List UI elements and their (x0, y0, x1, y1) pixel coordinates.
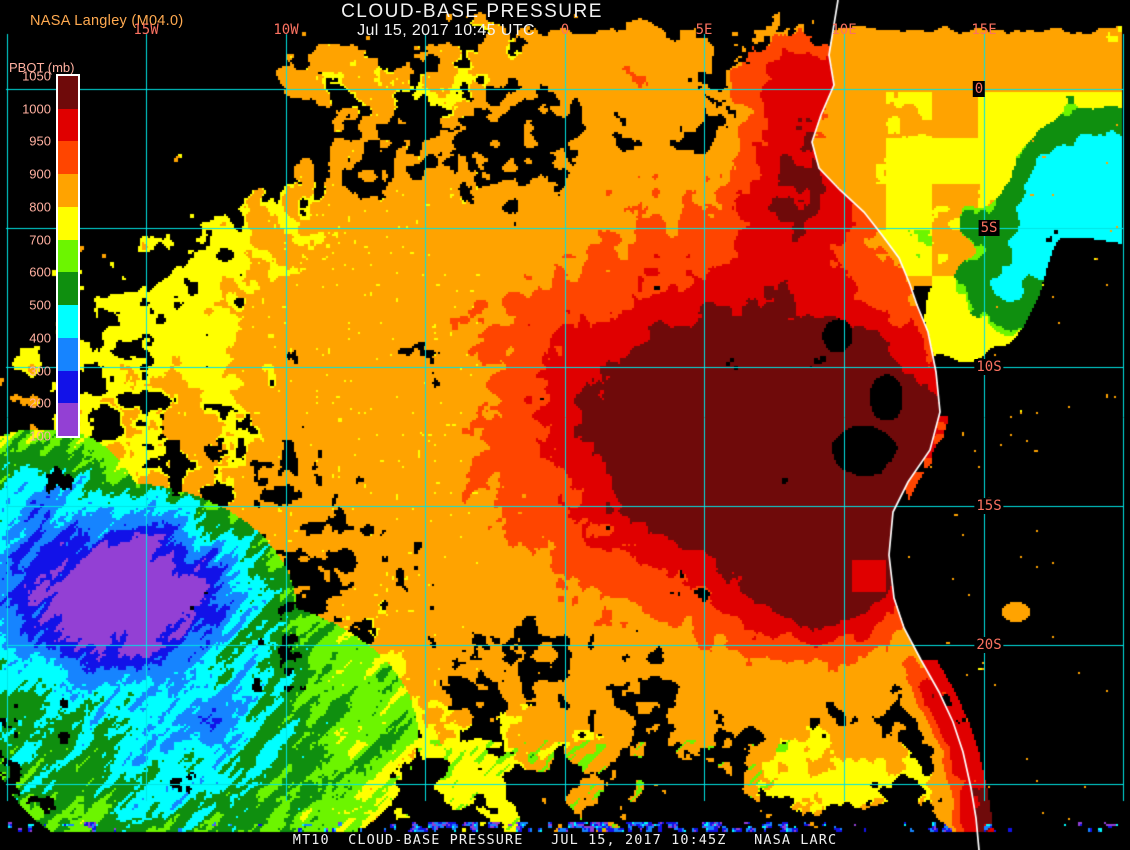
legend-swatch-300-200 (58, 370, 78, 404)
legend-tick-950: 950 (29, 133, 51, 149)
legend-swatch-800-700 (58, 206, 78, 240)
legend-tick-500: 500 (29, 297, 51, 313)
lon-label-10E: 10E (831, 22, 857, 38)
lat-label-10S: 10S (974, 359, 1004, 375)
lon-label-10W: 10W (273, 22, 299, 38)
legend-tick-800: 800 (29, 199, 51, 215)
legend-tick-700: 700 (29, 232, 51, 248)
legend-swatch-700-600 (58, 239, 78, 273)
legend-tick-300: 300 (29, 363, 51, 379)
credit-label: NASA Langley (M04.0) (30, 13, 184, 29)
legend-tick-1000: 1000 (22, 101, 51, 117)
page-title: CLOUD-BASE PRESSURE (341, 1, 603, 22)
legend-swatch-500-400 (58, 305, 78, 338)
legend-swatch-400-300 (58, 337, 78, 371)
lat-label-0: 0 (972, 81, 986, 97)
legend-tick-100: 100 (29, 428, 51, 444)
timestamp-label: Jul 15, 2017 10:45 UTC (357, 22, 535, 39)
lon-label-0: 0 (560, 22, 570, 38)
footer-status-bar: MT10 CLOUD-BASE PRESSURE JUL 15, 2017 10… (0, 832, 1130, 848)
lat-label-5S: 5S (978, 220, 1000, 236)
legend-swatch-600-500 (58, 272, 78, 306)
lon-label-15E: 15E (971, 22, 997, 38)
legend-swatch-1000-950 (58, 108, 78, 142)
legend-colorbar (56, 74, 80, 438)
footer-text: MT10 CLOUD-BASE PRESSURE JUL 15, 2017 10… (292, 832, 838, 848)
legend-tick-200: 200 (29, 395, 51, 411)
lon-label-15W: 15W (133, 22, 159, 38)
legend-swatch-900-800 (58, 174, 78, 207)
lon-label-5E: 5E (695, 22, 713, 38)
legend-title: PBOT (mb) (9, 60, 75, 75)
lat-label-15S: 15S (974, 498, 1004, 514)
legend-swatch-950-900 (58, 141, 78, 175)
legend-tick-400: 400 (29, 330, 51, 346)
legend-tick-1050: 1050 (22, 68, 51, 84)
legend-swatch-200-100 (58, 403, 78, 437)
legend-tick-600: 600 (29, 264, 51, 280)
legend-swatch-1050-1000 (58, 76, 78, 109)
legend-tick-900: 900 (29, 166, 51, 182)
lat-label-20S: 20S (974, 637, 1004, 653)
